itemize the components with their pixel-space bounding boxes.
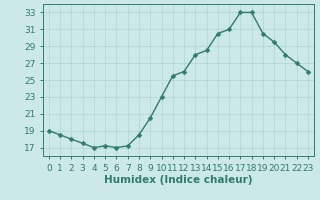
X-axis label: Humidex (Indice chaleur): Humidex (Indice chaleur): [104, 175, 253, 185]
